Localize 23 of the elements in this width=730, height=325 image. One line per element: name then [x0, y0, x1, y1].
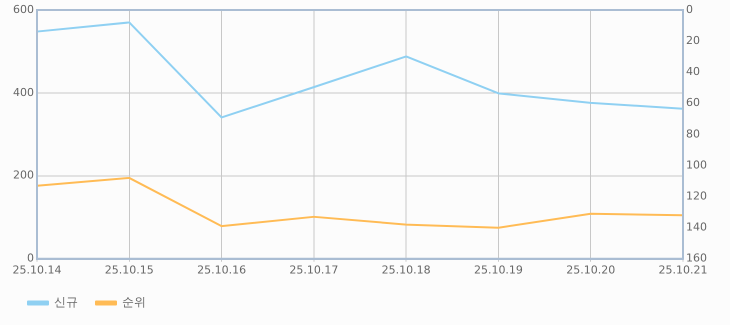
- x-tick-label: 25.10.18: [382, 263, 431, 276]
- x-tick-label: 25.10.14: [12, 263, 62, 276]
- y2-tick-label: 120: [686, 189, 708, 202]
- x-tick-label: 25.10.20: [566, 263, 616, 276]
- y2-tick-label: 140: [686, 220, 708, 234]
- y-tick-label: 600: [12, 2, 34, 16]
- y2-tick-label: 160: [686, 252, 708, 265]
- y-tick-label: 400: [12, 86, 34, 99]
- y2-tick-label: 20: [686, 34, 700, 47]
- x-tick-label: 25.10.15: [104, 263, 154, 276]
- y2-tick-label: 80: [686, 127, 700, 140]
- y2-tick-label: 0: [686, 2, 694, 16]
- x-tick-label: 25.10.19: [474, 263, 523, 276]
- y-tick-label: 200: [12, 168, 34, 182]
- legend-label: 신규: [54, 295, 78, 310]
- x-tick-label: 25.10.21: [658, 263, 708, 276]
- legend-label: 순위: [122, 295, 146, 310]
- y2-tick-label: 40: [686, 65, 700, 78]
- x-tick-label: 25.10.16: [197, 263, 246, 276]
- y2-tick-label: 100: [686, 158, 708, 172]
- y-tick-label: 0: [26, 252, 34, 265]
- x-tick-label: 25.10.17: [289, 263, 338, 276]
- y2-tick-label: 60: [686, 96, 700, 110]
